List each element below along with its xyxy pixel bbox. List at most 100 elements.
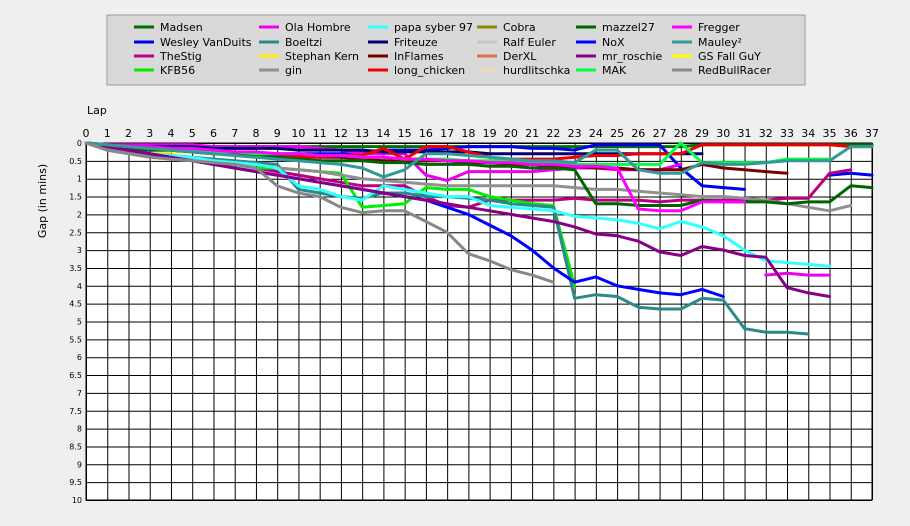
legend-entry: Mauley² — [672, 36, 742, 49]
x-tick-label: 28 — [674, 127, 688, 140]
legend-label: DerXL — [503, 50, 537, 63]
legend-label: long_chicken — [394, 64, 465, 77]
x-tick-label: 4 — [167, 127, 174, 140]
x-tick-label: 20 — [504, 127, 518, 140]
y-tick-label: 6 — [77, 353, 82, 362]
y-tick-label: 9 — [77, 460, 82, 469]
x-axis-title: Lap — [87, 104, 107, 117]
legend-entry: KFB56 — [134, 64, 195, 77]
x-tick-label: 37 — [865, 127, 879, 140]
y-axis-title: Gap (in mins) — [36, 164, 49, 238]
legend-label: NoX — [602, 36, 625, 49]
legend-entry: NoX — [576, 36, 625, 49]
legend-label: Wesley VanDuits — [160, 36, 252, 49]
legend-label: GS Fall GuY — [698, 50, 761, 63]
legend-entry: gin — [259, 64, 302, 77]
legend-label: TheStig — [159, 50, 202, 63]
y-tick-label: 2 — [77, 210, 82, 219]
series-line — [84, 141, 746, 213]
y-tick-label: 10 — [72, 496, 82, 505]
x-tick-label: 0 — [83, 127, 90, 140]
legend-entry: Stephan Kern — [259, 50, 359, 63]
y-tick-label: 6.5 — [69, 371, 82, 380]
legend-label: KFB56 — [160, 64, 195, 77]
series-line — [84, 141, 831, 268]
y-tick-label: 0 — [77, 139, 82, 148]
legend-label: Ralf Euler — [503, 36, 556, 49]
series-line — [84, 141, 555, 284]
y-tick-label: 9.5 — [69, 478, 82, 487]
y-tick-label: 4 — [77, 282, 82, 291]
y-tick-label: 0.5 — [69, 157, 82, 166]
x-tick-label: 30 — [716, 127, 730, 140]
y-tick-labels: 0 0.5 1 1.5 2 2.5 3 3.5 4 4.5 5 5.5 6 6.5 7 7.5 8 8.5 9 9.5… — [69, 139, 82, 505]
y-tick-label: 1 — [77, 175, 82, 184]
legend-entry: InFlames — [368, 50, 444, 63]
legend-label: hurdlitschka — [503, 64, 570, 77]
y-tick-label: 5 — [77, 318, 82, 327]
x-tick-label: 27 — [653, 127, 667, 140]
legend-entry: Fregger — [672, 21, 740, 34]
legend-entry: RedBullRacer — [672, 64, 771, 77]
series-line — [84, 141, 874, 179]
y-tick-label: 7.5 — [69, 407, 82, 416]
legend-entry: DerXL — [477, 50, 537, 63]
x-tick-label: 9 — [274, 127, 281, 140]
legend-label: RedBullRacer — [698, 64, 771, 77]
legend-label: Ola Hombre — [285, 21, 351, 34]
x-tick-label: 36 — [844, 127, 858, 140]
y-tick-label: 5.5 — [69, 335, 82, 344]
legend-entry: mr_roschie — [576, 50, 663, 63]
x-tick-label: 14 — [376, 127, 390, 140]
x-tick-label: 12 — [334, 127, 348, 140]
legend-label: Friteuze — [394, 36, 438, 49]
legend-entry: Friteuze — [368, 36, 438, 49]
x-tick-label: 6 — [210, 127, 217, 140]
legend-label: papa syber 97 — [394, 21, 473, 34]
legend-entry: MAK — [576, 64, 627, 77]
legend-entry: mazzel27 — [576, 21, 655, 34]
y-tick-label: 3.5 — [69, 264, 82, 273]
legend-label: mazzel27 — [602, 21, 655, 34]
x-tick-label: 22 — [546, 127, 560, 140]
x-tick-label: 21 — [525, 127, 539, 140]
legend-label: Stephan Kern — [285, 50, 359, 63]
y-tick-label: 3 — [77, 246, 82, 255]
x-tick-label: 7 — [231, 127, 238, 140]
legend-entry: Ralf Euler — [477, 36, 556, 49]
x-tick-label: 24 — [589, 127, 603, 140]
y-tick-label: 8 — [77, 425, 82, 434]
x-tick-label: 5 — [189, 127, 196, 140]
legend-entry: GS Fall GuY — [672, 50, 761, 63]
x-tick-label: 15 — [398, 127, 412, 140]
legend-entry: Boeltzi — [259, 36, 322, 49]
y-tick-label: 1.5 — [69, 193, 82, 202]
legend-entry: papa syber 97 — [368, 21, 473, 34]
x-tick-label: 8 — [252, 127, 259, 140]
series-lines — [84, 141, 874, 336]
x-tick-label: 17 — [440, 127, 454, 140]
x-tick-label: 35 — [823, 127, 837, 140]
x-tick-labels: 0 1 2 3 4 5 6 7 8 9 10 11 12 13 14 15 16 17 18 19 20 21 22 23 24… — [83, 127, 880, 140]
series-line — [84, 141, 704, 156]
legend-label: Madsen — [160, 21, 203, 34]
y-tick-label: 2.5 — [69, 228, 82, 237]
x-tick-label: 10 — [291, 127, 305, 140]
y-tick-label: 4.5 — [69, 300, 82, 309]
legend-label: Fregger — [698, 21, 740, 34]
legend-label: MAK — [602, 64, 627, 77]
x-tick-label: 34 — [801, 127, 815, 140]
x-tick-label: 31 — [738, 127, 752, 140]
x-tick-label: 29 — [695, 127, 709, 140]
x-tick-label: 1 — [104, 127, 111, 140]
x-tick-label: 32 — [759, 127, 773, 140]
x-tick-label: 13 — [355, 127, 369, 140]
legend-entry: Wesley VanDuits — [134, 36, 252, 49]
legend-entry: Ola Hombre — [259, 21, 351, 34]
legend-entry: long_chicken — [368, 64, 465, 77]
plot-grid — [85, 142, 873, 501]
legend-label: Boeltzi — [285, 36, 322, 49]
legend-label: InFlames — [394, 50, 444, 63]
legend-label: mr_roschie — [602, 50, 663, 63]
